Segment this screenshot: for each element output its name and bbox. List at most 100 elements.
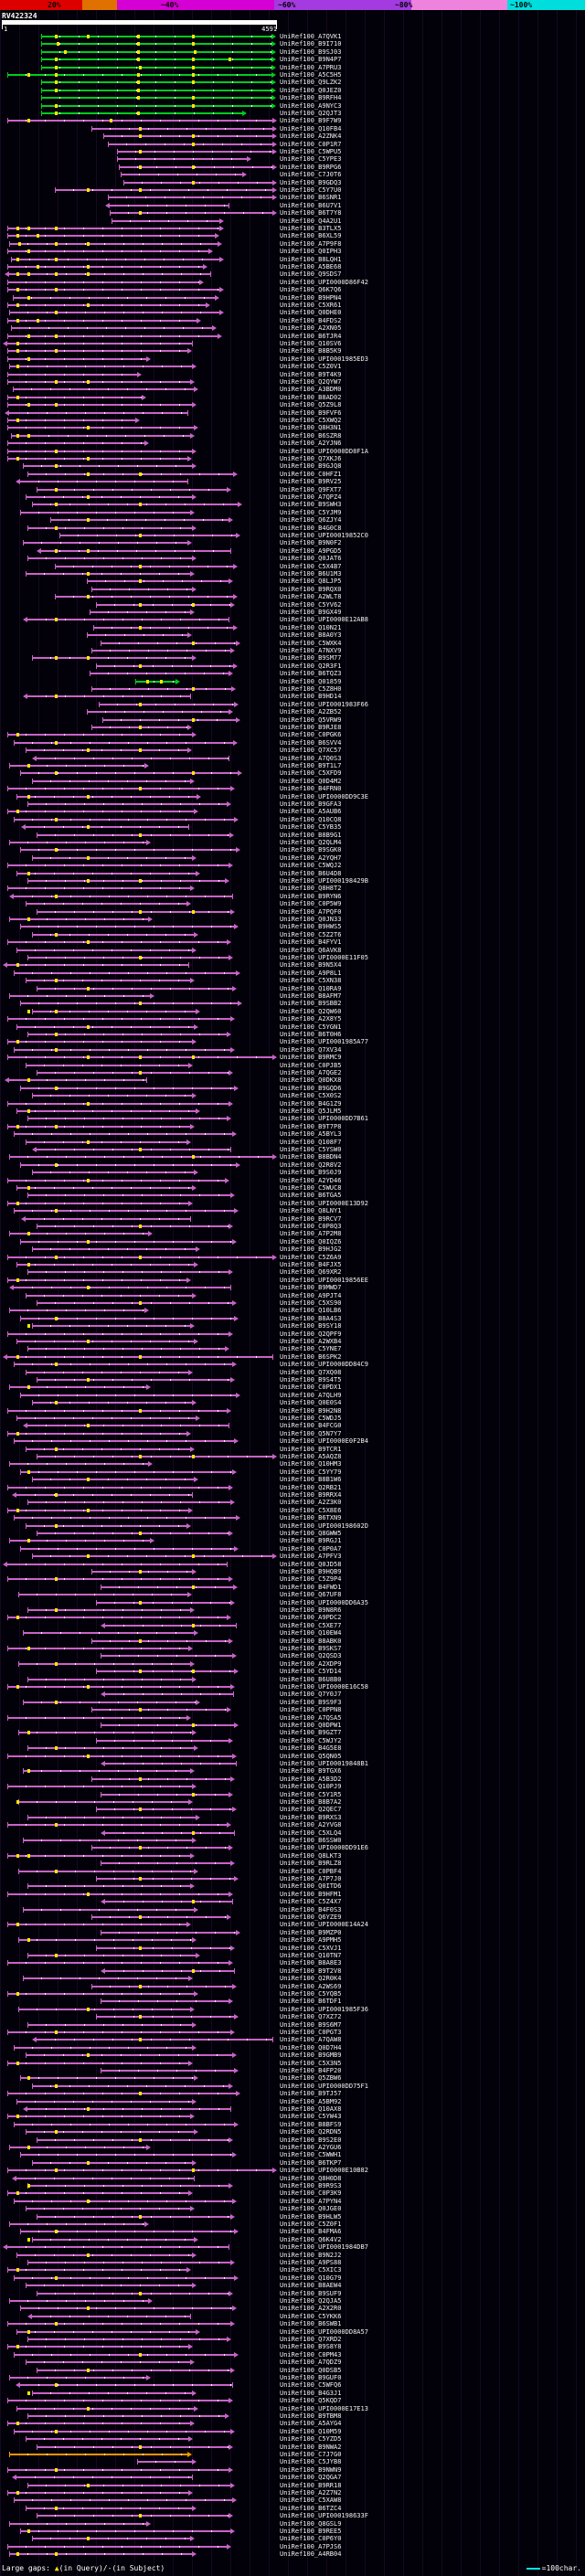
hit-end-tick-icon — [187, 409, 188, 416]
large-gap-mark-icon — [55, 656, 58, 661]
hit-row: UniRef100_UPI00019856EE — [0, 1277, 585, 1284]
arrow-right-icon — [229, 1576, 233, 1583]
large-gap-mark-icon — [192, 717, 195, 722]
hit-row: UniRef100_A7QSA5 — [0, 1714, 585, 1722]
arrow-right-icon — [188, 2344, 193, 2350]
hit-subject-label: UniRef100_B6TQZ3 — [280, 670, 342, 678]
hit-subject-label: UniRef100_Q8H0D8 — [280, 2174, 342, 2182]
large-gap-mark-icon — [16, 1508, 19, 1512]
hit-subject-label: UniRef100_A7QGE2 — [280, 1069, 342, 1076]
hit-row: UniRef100_Q0JAT6 — [0, 555, 585, 562]
large-gap-mark-icon — [192, 687, 195, 691]
hit-subject-label: UniRef100_C5WXK4 — [280, 639, 342, 647]
hit-subject-label: UniRef100_B9HLW5 — [280, 2212, 342, 2221]
arrow-right-icon — [194, 809, 198, 815]
hit-row: UniRef100_B9RXS3 — [0, 1814, 585, 1821]
large-gap-mark-icon — [16, 1685, 19, 1689]
hit-subject-label: UniRef100_C5YW43 — [280, 2113, 342, 2121]
large-gap-mark-icon — [139, 1071, 142, 1075]
hit-alignment-line — [26, 903, 186, 906]
large-gap-mark-icon — [27, 334, 30, 338]
hit-alignment-line — [32, 2238, 194, 2241]
hit-row: UniRef100_Q9LZK2 — [0, 79, 585, 86]
hit-row: UniRef100_Q6YZE9 — [0, 1913, 585, 1921]
hit-row: UniRef100_B9GQD6 — [0, 1085, 585, 1092]
hit-end-tick-icon — [27, 471, 28, 477]
large-gap-mark-icon — [139, 2214, 142, 2219]
hit-alignment-line — [37, 987, 232, 990]
hit-alignment-line — [14, 895, 232, 897]
hit-end-tick-icon — [9, 2551, 10, 2558]
hit-end-tick-icon — [23, 1768, 24, 1775]
hit-alignment-line — [91, 127, 272, 130]
arrow-right-icon — [208, 249, 213, 255]
hit-end-tick-icon — [32, 1400, 33, 1406]
large-gap-mark-icon — [137, 88, 140, 92]
hit-row: UniRef100_UPI0000E12AB8 — [0, 616, 585, 623]
hit-alignment-line — [37, 2292, 229, 2295]
hit-subject-label: UniRef100_B8AD02 — [280, 393, 342, 401]
hit-end-tick-icon — [96, 1737, 97, 1744]
large-gap-mark-icon — [139, 726, 142, 729]
hit-end-tick-icon — [16, 870, 17, 876]
hit-alignment-line — [26, 1217, 190, 1220]
hit-subject-label: UniRef100_Q2RB21 — [280, 1483, 342, 1491]
large-gap-mark-icon — [87, 1424, 90, 1428]
arrow-right-icon — [227, 1032, 231, 1037]
hit-row: UniRef100_Q2QYW7 — [0, 378, 585, 386]
hit-row: UniRef100_A2X2R0 — [0, 2305, 585, 2312]
hit-subject-label: UniRef100_B9HFM1 — [280, 1890, 342, 1898]
arrow-right-icon — [234, 1208, 239, 1214]
hit-row: UniRef100_Q10RA9 — [0, 985, 585, 992]
arrow-right-icon — [230, 2321, 235, 2327]
arrow-left-icon — [23, 617, 27, 623]
hit-row: UniRef100_B9MWD7 — [0, 1284, 585, 1291]
large-gap-mark-icon — [87, 825, 90, 830]
hit-row: UniRef100_C0PBF4 — [0, 1868, 585, 1875]
arrow-right-icon — [229, 709, 233, 716]
large-gap-mark-icon — [55, 334, 58, 338]
hit-subject-label: UniRef100_UPI00019856EE — [280, 1276, 368, 1284]
hit-subject-label: UniRef100_B8A8E3 — [280, 1959, 342, 1967]
large-gap-mark-icon — [27, 1938, 30, 1943]
hit-end-tick-icon — [27, 1745, 28, 1752]
hit-subject-label: UniRef100_Q5KQD7 — [280, 2397, 342, 2405]
hit-row: UniRef100_A5BM92 — [0, 2098, 585, 2105]
hit-alignment-line — [7, 235, 215, 238]
hit-alignment-line — [18, 2008, 190, 2010]
large-gap-mark-icon — [87, 2160, 90, 2165]
hit-subject-label: UniRef100_B6TZC4 — [280, 2504, 342, 2512]
hit-row: UniRef100_Q5ZBW6 — [0, 2074, 585, 2082]
hit-row: UniRef100_C0PGT3 — [0, 2029, 585, 2036]
hit-subject-label: UniRef100_Q7Y0J7 — [280, 1691, 342, 1699]
hit-row: UniRef100_B9GMB9 — [0, 2051, 585, 2059]
arrow-right-icon — [190, 2359, 195, 2366]
arrow-left-icon — [16, 479, 20, 485]
arrow-right-icon — [203, 264, 207, 270]
arrow-right-icon — [272, 125, 277, 132]
hit-row: UniRef100_Q8LNY1 — [0, 1207, 585, 1214]
large-gap-mark-icon — [87, 457, 90, 461]
large-gap-mark-icon — [55, 1162, 58, 1167]
hit-row: UniRef100_Q7XV34 — [0, 1046, 585, 1054]
hit-alignment-line — [37, 2369, 230, 2371]
hit-row: UniRef100_B8B5K9 — [0, 347, 585, 355]
hit-alignment-line — [101, 2000, 229, 2003]
hit-end-tick-icon — [7, 348, 8, 355]
hit-alignment-line — [7, 281, 199, 283]
hit-end-tick-icon — [14, 2044, 15, 2051]
hit-end-tick-icon — [11, 256, 12, 262]
large-gap-mark-icon — [139, 2092, 142, 2096]
hit-alignment-line — [23, 1701, 196, 1703]
hit-alignment-line — [32, 2084, 229, 2087]
arrow-right-icon — [188, 2060, 193, 2066]
hit-alignment-line — [27, 1348, 225, 1351]
hit-subject-label: UniRef100_B9HD14 — [280, 693, 342, 701]
hit-end-tick-icon — [16, 1185, 17, 1191]
hit-alignment-line — [7, 887, 190, 890]
hit-alignment-line — [27, 526, 192, 529]
hit-end-tick-icon — [27, 955, 28, 960]
hit-row: UniRef100_B9REE5 — [0, 2528, 585, 2535]
hit-row: UniRef100_B6U1M3 — [0, 570, 585, 578]
arrow-right-icon — [232, 1131, 237, 1138]
